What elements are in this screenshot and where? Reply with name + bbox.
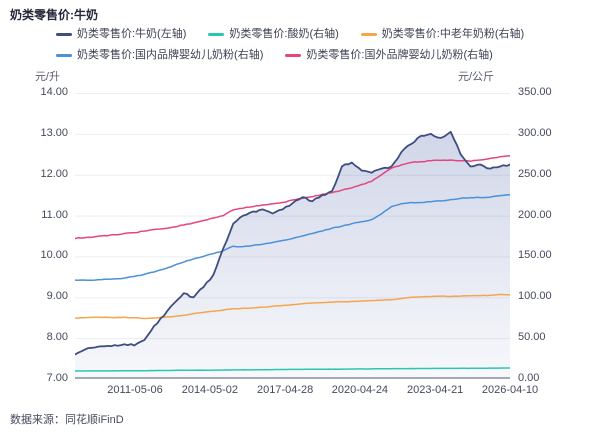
legend: 奶类零售价:牛奶(左轴) 奶类零售价:酸奶(右轴) 奶类零售价:中老年奶粉(右轴) 奶…: [56, 26, 586, 63]
x-axis-tick-label: 2017-04-28: [256, 384, 314, 396]
x-axis-tick-label: 2026-04-10: [481, 384, 539, 396]
legend-label: 奶类零售价:国外品牌婴幼儿奶粉(右轴): [306, 49, 493, 61]
right-axis-unit: 元/公斤: [458, 71, 495, 83]
left-axis-tick-label: 13.00: [40, 126, 68, 139]
left-axis-tick-label: 11.00: [41, 208, 68, 221]
x-axis-tick-label: 2014-05-02: [181, 384, 238, 396]
right-axis-tick-label: 300.00: [518, 126, 552, 139]
legend-line-marker: [56, 32, 72, 36]
left-axis-tick-label: 12.00: [40, 167, 68, 180]
legend-label: 奶类零售价:国内品牌婴幼儿奶粉(右轴): [77, 49, 264, 61]
right-axis-labels: 350.00 300.00 250.00 200.00 150.00 100.00 50.0…: [518, 86, 588, 384]
data-source-label: 数据来源：同花顺iFinD: [10, 414, 124, 426]
right-axis-tick-label: 50.00: [518, 331, 546, 344]
legend-item-1[interactable]: 奶类零售价:酸奶(右轴): [208, 26, 339, 42]
left-axis-tick-label: 7.00: [46, 372, 68, 384]
legend-line-marker: [208, 32, 225, 36]
left-axis-tick-label: 10.00: [40, 249, 68, 262]
legend-label: 奶类零售价:酸奶(右轴): [229, 28, 339, 40]
legend-label: 奶类零售价:中老年奶粉(右轴): [381, 28, 525, 40]
right-axis-tick-label: 100.00: [518, 290, 552, 303]
left-axis-tick-label: 14.00: [40, 86, 68, 98]
x-axis-tick-label: 2011-05-06: [107, 384, 163, 396]
right-axis-tick-label: 0.00: [518, 372, 540, 384]
legend-line-marker: [285, 53, 302, 57]
chart-title: 奶类零售价:牛奶: [10, 8, 98, 22]
x-axis-tick-label: 2020-04-24: [331, 384, 389, 396]
legend-label: 奶类零售价:牛奶(左轴): [77, 28, 187, 40]
right-axis-tick-label: 200.00: [518, 208, 552, 221]
legend-line-marker: [56, 53, 72, 57]
x-axis-tick-label: 2023-04-21: [407, 384, 464, 396]
chart-plot-area[interactable]: [75, 93, 510, 379]
legend-line-marker: [360, 32, 377, 36]
right-axis-tick-label: 350.00: [518, 86, 552, 98]
left-axis-tick-label: 8.00: [46, 331, 68, 344]
legend-item-0[interactable]: 奶类零售价:牛奶(左轴): [56, 26, 186, 42]
left-axis-labels: 14.00 13.00 12.00 11.00 10.00 9.00 8.00 7.00: [0, 86, 68, 384]
left-axis-unit: 元/升: [34, 71, 60, 83]
legend-item-2[interactable]: 奶类零售价:中老年奶粉(右轴): [360, 26, 525, 42]
legend-item-4[interactable]: 奶类零售价:国外品牌婴幼儿奶粉(右轴): [285, 47, 493, 63]
right-axis-tick-label: 250.00: [518, 167, 552, 180]
legend-item-3[interactable]: 奶类零售价:国内品牌婴幼儿奶粉(右轴): [56, 47, 263, 63]
x-axis-labels: 2011-05-06 2014-05-02 2017-04-28 2020-04-24…: [75, 384, 538, 398]
left-axis-tick-label: 9.00: [46, 290, 68, 303]
right-axis-tick-label: 150.00: [518, 249, 552, 262]
